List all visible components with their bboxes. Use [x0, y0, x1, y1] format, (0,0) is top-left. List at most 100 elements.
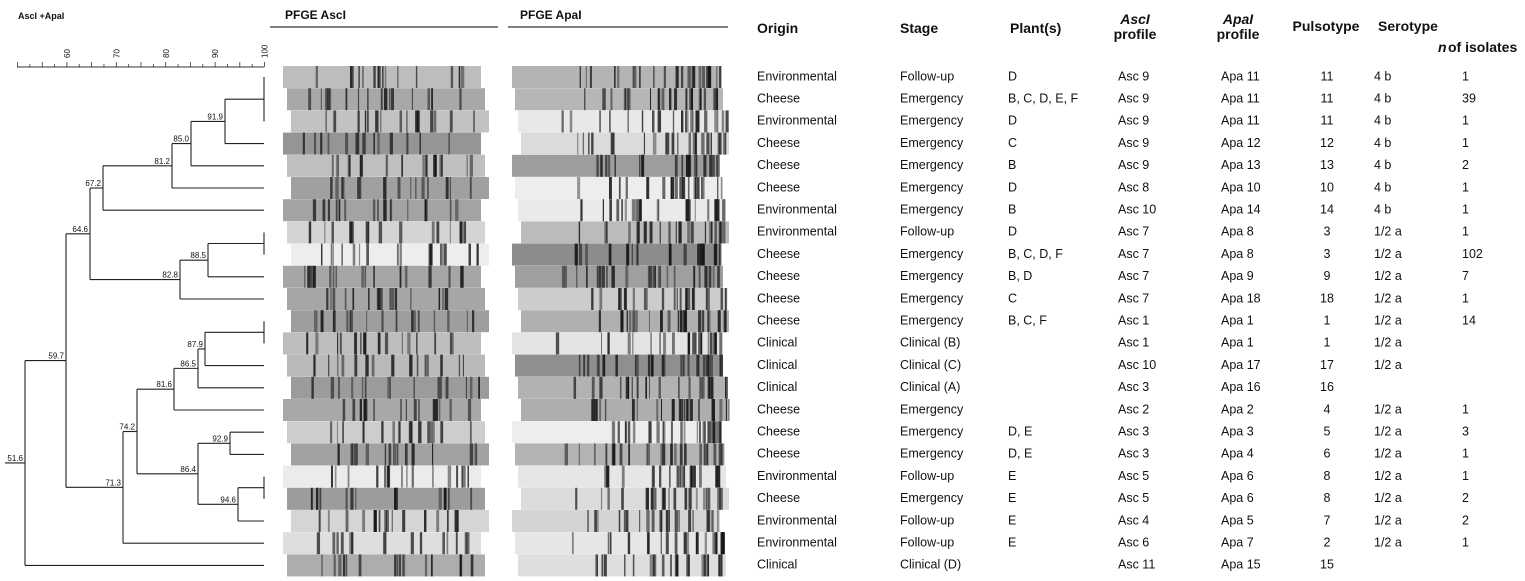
gel-band: [363, 421, 365, 443]
gel-band: [365, 110, 366, 132]
gel-band: [688, 554, 690, 576]
gel-band: [395, 288, 397, 310]
gel-band: [447, 532, 449, 554]
gel-band: [626, 244, 629, 266]
gel-band: [321, 310, 324, 332]
gel-band: [374, 510, 377, 532]
table-cell: 4 b: [1374, 91, 1391, 105]
node-similarity: 51.6: [7, 454, 23, 463]
table-cell: 16: [1320, 380, 1334, 394]
gel-band: [703, 488, 705, 510]
gel-band: [470, 377, 473, 399]
gel-band: [308, 88, 311, 110]
gel-band: [628, 532, 630, 554]
gel-band: [450, 199, 452, 221]
gel-band: [596, 399, 597, 421]
gel-band: [331, 221, 333, 243]
gel-band: [350, 310, 353, 332]
gel-band: [575, 488, 577, 510]
gel-band: [401, 466, 402, 488]
gel-band: [351, 443, 353, 465]
gel-band: [387, 466, 390, 488]
gel-band: [696, 488, 698, 510]
gel-band: [712, 399, 715, 421]
table-cell: 1: [1324, 313, 1331, 327]
gel-band: [607, 332, 609, 354]
gel-band: [635, 355, 637, 377]
gel-band: [602, 554, 603, 576]
gel-band: [680, 355, 681, 377]
gel-band: [697, 421, 699, 443]
column-header: n: [1438, 39, 1447, 55]
gel-lane: [287, 355, 485, 377]
gel-band: [690, 399, 693, 421]
table-cell: Cheese: [757, 313, 800, 327]
gel-band: [392, 510, 393, 532]
gel-band: [625, 266, 628, 288]
gel-band: [471, 554, 474, 576]
table-cell: 14: [1320, 202, 1334, 216]
gel-band: [699, 266, 701, 288]
dendrogram: 91.985.081.267.288.582.864.687.986.581.6…: [5, 77, 264, 565]
gel-band: [662, 88, 664, 110]
gel-band: [459, 88, 461, 110]
gel-band: [577, 133, 578, 155]
gel-band: [725, 377, 728, 399]
gel-band: [716, 199, 717, 221]
gel-band: [473, 110, 475, 132]
figure-title: AscI +ApaI: [18, 11, 64, 21]
table-cell: Follow-up: [900, 225, 954, 239]
table-cell: 1/2 a: [1374, 313, 1402, 327]
similarity-scale: 60708090100: [17, 44, 270, 67]
gel-band: [367, 110, 369, 132]
gel-band: [350, 488, 353, 510]
table-cell: 2: [1462, 513, 1469, 527]
gel-band: [719, 399, 722, 421]
gel-band: [365, 377, 367, 399]
gel-band: [725, 288, 727, 310]
table-cell: 4 b: [1374, 158, 1391, 172]
table-cell: Emergency: [900, 313, 964, 327]
gel-band: [427, 88, 430, 110]
table-cell: Apa 8: [1221, 247, 1254, 261]
gel-band: [709, 310, 710, 332]
gel-band: [648, 421, 650, 443]
gel-band: [422, 155, 424, 177]
node-similarity: 67.2: [85, 179, 101, 188]
table-cell: 1/2 a: [1374, 225, 1402, 239]
gel-band: [668, 488, 669, 510]
gel-band: [703, 355, 706, 377]
gel-band: [378, 332, 381, 354]
gel-band: [352, 288, 354, 310]
gel-band: [655, 554, 657, 576]
gel-band: [625, 199, 627, 221]
gel-band: [659, 510, 662, 532]
gel-band: [692, 288, 695, 310]
gel-band: [687, 221, 690, 243]
gel-band: [724, 310, 726, 332]
gel-band: [609, 199, 612, 221]
table-cell: Emergency: [900, 269, 964, 283]
gel-band: [724, 221, 725, 243]
column-header: profile: [1114, 26, 1157, 42]
gel-band: [692, 88, 693, 110]
gel-band: [676, 221, 677, 243]
gel-band: [644, 133, 645, 155]
table-cell: 4: [1324, 402, 1331, 416]
gel-band: [716, 466, 717, 488]
gel-band: [670, 443, 673, 465]
gel-band: [597, 266, 599, 288]
table-cell: E: [1008, 469, 1016, 483]
gel-band: [684, 421, 686, 443]
gel-band: [614, 66, 616, 88]
gel-lane: [287, 554, 485, 576]
gel-band: [699, 421, 701, 443]
gel-band: [723, 133, 725, 155]
table-cell: Cheese: [757, 402, 800, 416]
table-cell: 4 b: [1374, 136, 1391, 150]
gel-band: [381, 421, 383, 443]
gel-band: [628, 443, 630, 465]
gel-band: [354, 355, 357, 377]
table-cell: Emergency: [900, 291, 964, 305]
gel-band: [687, 288, 690, 310]
